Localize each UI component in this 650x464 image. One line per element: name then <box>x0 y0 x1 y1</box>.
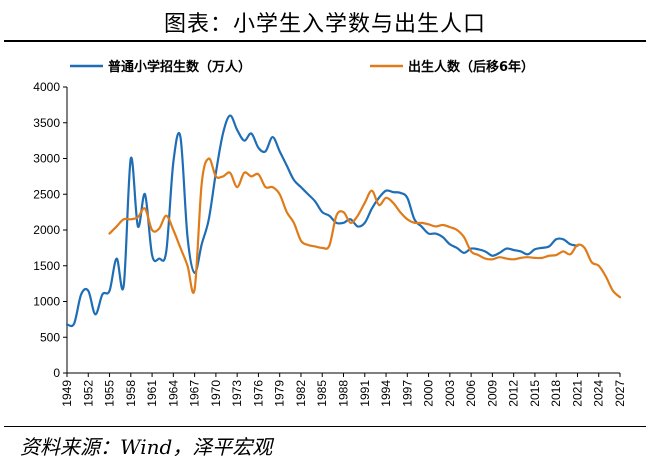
y-tick-label: 2500 <box>33 187 60 201</box>
source-rule <box>4 426 646 427</box>
x-tick-label: 2021 <box>570 380 584 407</box>
x-tick-label: 1952 <box>81 380 95 407</box>
y-tick-label: 1500 <box>33 259 60 273</box>
y-tick-label: 1000 <box>33 295 60 309</box>
x-tick-label: 2024 <box>592 380 606 407</box>
series-line-enrollment <box>65 114 579 328</box>
x-tick-label: 1994 <box>379 380 393 407</box>
x-tick-label: 1982 <box>294 380 308 407</box>
x-tick-label: 1979 <box>273 380 287 407</box>
x-tick-label: 1967 <box>188 380 202 407</box>
y-tick-label: 2000 <box>33 223 60 237</box>
x-tick-label: 1976 <box>251 380 265 407</box>
y-tick-label: 3000 <box>33 152 60 166</box>
x-tick-label: 1991 <box>358 380 372 407</box>
axes: 0 500 1000 1500 2000 2500 3000 3500 4000 1949 1952… <box>33 80 627 407</box>
x-tick-label: 1955 <box>103 380 117 407</box>
x-tick-label: 1958 <box>124 380 138 407</box>
x-tick-label: 1949 <box>60 380 74 407</box>
y-tick-label: 500 <box>40 330 60 344</box>
x-tick-label: 2012 <box>507 380 521 407</box>
x-tick-label: 2006 <box>464 380 478 407</box>
x-tick-label: 1970 <box>209 380 223 407</box>
title-rule <box>4 40 646 42</box>
x-tick-label: 2027 <box>613 380 627 407</box>
x-tick-label: 1988 <box>337 380 351 407</box>
x-tick-label: 2015 <box>528 380 542 407</box>
y-tick-label: 0 <box>53 366 60 380</box>
x-tick-label: 1985 <box>315 380 329 407</box>
chart: 普通小学招生数（万人） 出生人数（后移6年） 0 500 1000 1500 2000 2… <box>33 59 627 407</box>
x-tick-label: 1961 <box>145 380 159 407</box>
series-line-births <box>108 157 622 299</box>
series-layer <box>65 114 622 328</box>
x-tick-label: 2000 <box>422 380 436 407</box>
x-tick-label: 2018 <box>549 380 563 407</box>
y-tick-label: 4000 <box>33 80 60 94</box>
x-tick-label: 2009 <box>485 380 499 407</box>
y-tick-label: 3500 <box>33 116 60 130</box>
x-tick-label: 1997 <box>400 380 414 407</box>
source-note: 资料来源：Wind，泽平宏观 <box>20 435 273 459</box>
x-tick-label: 1964 <box>166 380 180 407</box>
legend-label-births: 出生人数（后移6年） <box>408 59 534 75</box>
legend: 普通小学招生数（万人） 出生人数（后移6年） <box>70 59 534 75</box>
figure-title: 图表：小学生入学数与出生人口 <box>163 12 486 37</box>
legend-label-enrollment: 普通小学招生数（万人） <box>108 59 251 75</box>
x-tick-label: 2003 <box>443 380 457 407</box>
x-tick-label: 1973 <box>230 380 244 407</box>
